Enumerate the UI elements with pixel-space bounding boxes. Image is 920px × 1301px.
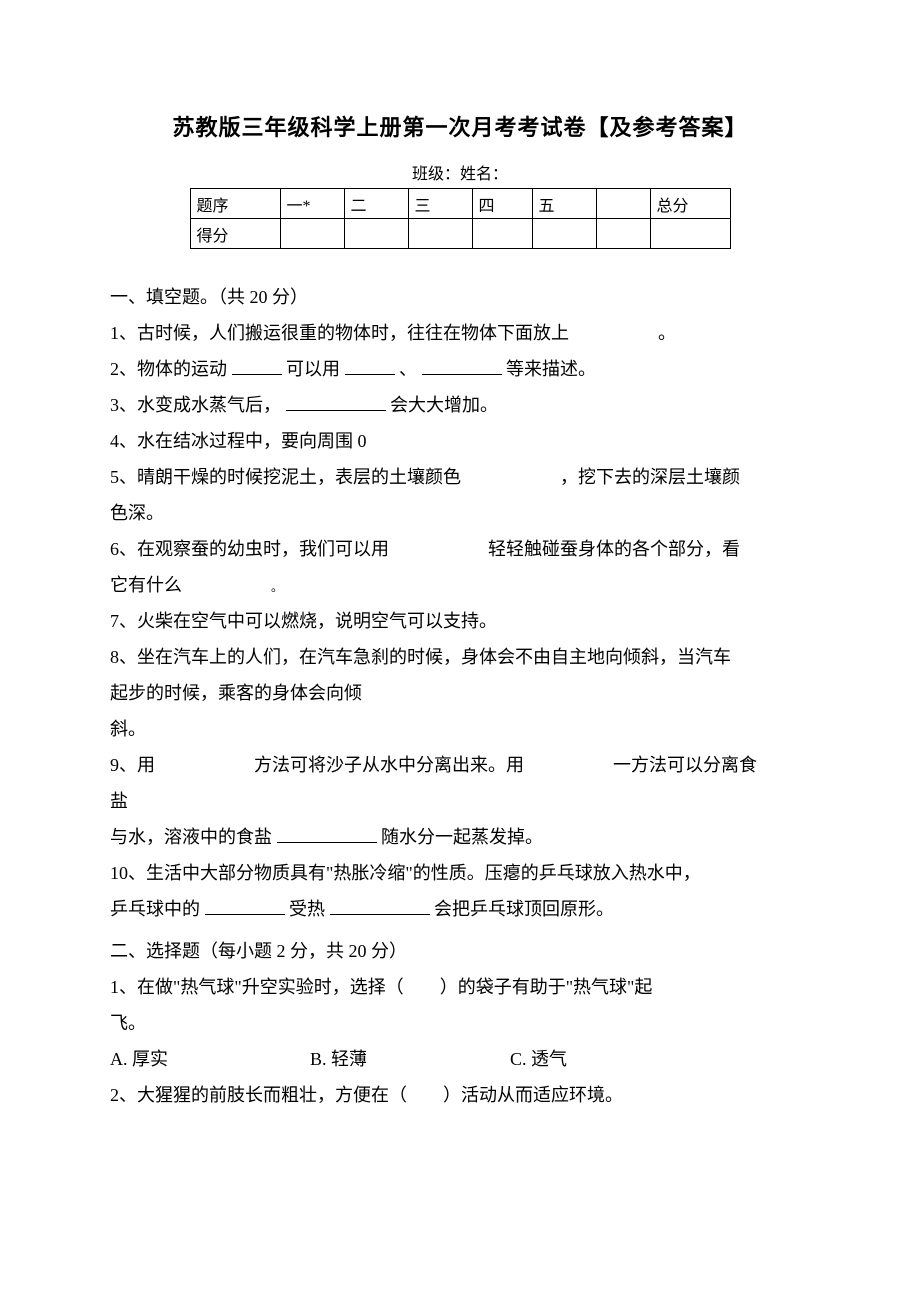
blank	[330, 898, 430, 915]
score-blank	[596, 219, 650, 249]
score-blank	[344, 219, 408, 249]
score-blank	[472, 219, 532, 249]
option-a: A. 厚实	[110, 1041, 168, 1077]
text: 乒乓球中的	[110, 899, 200, 919]
score-col-6	[596, 189, 650, 219]
text: ，挖下去的深层土壤颜	[560, 467, 740, 487]
text: 轻轻触碰蚕身体的各个部分，看	[488, 539, 740, 559]
score-col-1: 一*	[280, 189, 344, 219]
blank	[345, 358, 395, 375]
text: 随水分一起蒸发掉。	[381, 827, 543, 847]
text: 2、物体的运动	[110, 359, 227, 379]
score-blank	[408, 219, 472, 249]
text: 6、在观察蚕的幼虫时，我们可以用	[110, 539, 389, 559]
blank	[277, 826, 377, 843]
blank	[205, 898, 285, 915]
blank	[232, 358, 282, 375]
s1-q3: 3、水变成水蒸气后， 会大大增加。	[110, 387, 810, 423]
blank	[286, 394, 386, 411]
s1-q6: 6、在观察蚕的幼虫时，我们可以用 轻轻触碰蚕身体的各个部分，看	[110, 531, 810, 567]
s1-q9b: 盐	[110, 783, 810, 819]
score-header-row: 题序 一* 二 三 四 五 总分	[190, 189, 730, 219]
text: 受热	[289, 899, 325, 919]
text: 可以用	[286, 359, 340, 379]
s1-q2: 2、物体的运动 可以用 、 等来描述。	[110, 351, 810, 387]
s1-q8a: 8、坐在汽车上的人们，在汽车急刹的时候，身体会不由自主地向倾斜，当汽车	[110, 639, 810, 675]
blank	[422, 358, 502, 375]
s1-q10a: 10、生活中大部分物质具有"热胀冷缩"的性质。压瘪的乒乓球放入热水中，	[110, 855, 810, 891]
score-value-row: 得分	[190, 219, 730, 249]
text: 它有什么	[110, 575, 182, 595]
s1-q5b: 色深。	[110, 495, 810, 531]
score-blank	[280, 219, 344, 249]
s1-q9a: 9、用 方法可将沙子从水中分离出来。用 一方法可以分离食	[110, 747, 810, 783]
s1-q9c: 与水，溶液中的食盐 随水分一起蒸发掉。	[110, 819, 810, 855]
page-title: 苏教版三年级科学上册第一次月考考试卷【及参考答案】	[110, 110, 810, 142]
text: 。	[271, 580, 283, 594]
score-col-5: 五	[532, 189, 596, 219]
section1-heading: 一、填空题。（共 20 分）	[110, 279, 810, 315]
s1-q5: 5、晴朗干燥的时候挖泥土，表层的土壤颜色 ，挖下去的深层土壤颜	[110, 459, 810, 495]
s1-q1: 1、古时候，人们搬运很重的物体时，往往在物体下面放上 。	[110, 315, 810, 351]
score-blank	[532, 219, 596, 249]
text: 等来描述。	[506, 359, 596, 379]
text: 、	[399, 359, 417, 379]
score-row2-label: 得分	[190, 219, 280, 249]
score-blank	[650, 219, 730, 249]
s1-q6b: 它有什么 。	[110, 567, 810, 603]
s1-q10b: 乒乓球中的 受热 会把乒乓球顶回原形。	[110, 891, 810, 927]
text: 会大大增加。	[390, 395, 498, 415]
s1-q7: 7、火柴在空气中可以燃烧，说明空气可以支持。	[110, 603, 810, 639]
section2-heading: 二、选择题（每小题 2 分，共 20 分）	[110, 933, 810, 969]
text: 与水，溶液中的食盐	[110, 827, 272, 847]
s1-q4: 4、水在结冰过程中，要向周围 0	[110, 423, 810, 459]
text: 3、水变成水蒸气后，	[110, 395, 281, 415]
s2-q1-options: A. 厚实 B. 轻薄 C. 透气	[110, 1041, 810, 1077]
s2-q2: 2、大猩猩的前肢长而粗壮，方便在（ ）活动从而适应环境。	[110, 1077, 810, 1113]
s1-q8c: 斜。	[110, 711, 810, 747]
text: 9、用	[110, 755, 155, 775]
exam-page: 苏教版三年级科学上册第一次月考考试卷【及参考答案】 班级：姓名： 题序 一* 二…	[0, 0, 920, 1301]
s2-q1a: 1、在做"热气球"升空实验时，选择（ ）的袋子有助于"热气球"起	[110, 969, 810, 1005]
score-col-0: 题序	[190, 189, 280, 219]
s2-q1b: 飞。	[110, 1005, 810, 1041]
text: 方法可将沙子从水中分离出来。用	[254, 755, 524, 775]
text: 一方法可以分离食	[613, 755, 757, 775]
score-col-4: 四	[472, 189, 532, 219]
option-c: C. 透气	[510, 1041, 567, 1077]
text: 会把乒乓球顶回原形。	[434, 899, 614, 919]
option-b: B. 轻薄	[310, 1041, 367, 1077]
text: 5、晴朗干燥的时候挖泥土，表层的土壤颜色	[110, 467, 461, 487]
score-col-2: 二	[344, 189, 408, 219]
s1-q8b: 起步的时候，乘客的身体会向倾	[110, 675, 810, 711]
text: 1、古时候，人们搬运很重的物体时，往往在物体下面放上	[110, 323, 569, 343]
class-name-line: 班级：姓名：	[110, 160, 810, 184]
score-table: 题序 一* 二 三 四 五 总分 得分	[190, 188, 731, 249]
score-col-3: 三	[408, 189, 472, 219]
text: 。	[658, 323, 676, 343]
score-col-7: 总分	[650, 189, 730, 219]
